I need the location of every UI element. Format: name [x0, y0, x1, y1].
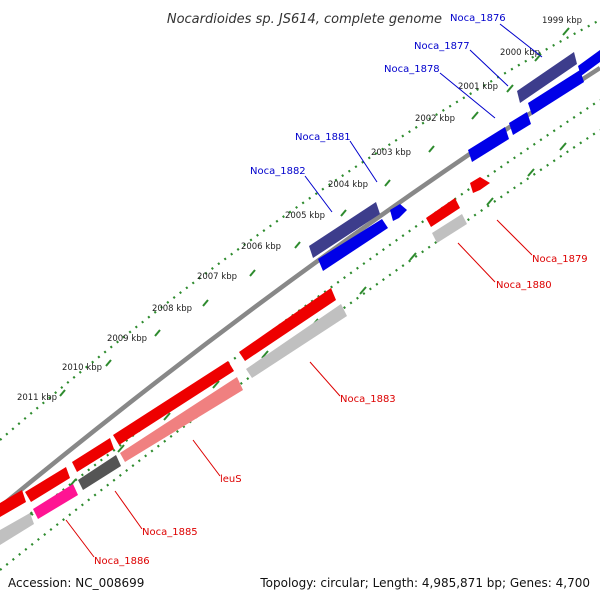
- label-noca-1886[interactable]: Noca_1886: [94, 556, 150, 567]
- label-noca-1877[interactable]: Noca_1877: [414, 41, 470, 52]
- tick-label: 2011 kbp: [17, 393, 57, 403]
- gene-noca-1885[interactable]: [78, 455, 121, 490]
- forward-gene-labels: Noca_1876 Noca_1877 Noca_1878 Noca_1881 …: [250, 13, 506, 177]
- leader-noca-1879: [496, 219, 533, 256]
- gene-noca-1880[interactable]: [426, 198, 460, 227]
- gene-noca-1882-dark[interactable]: [309, 202, 380, 258]
- tick-label: 2008 kbp: [152, 304, 192, 314]
- gene-noca-1882[interactable]: [318, 219, 388, 271]
- label-noca-1882[interactable]: Noca_1882: [250, 166, 306, 177]
- middle-dotted-ring: [0, 99, 600, 541]
- leader-noca-1878: [439, 72, 496, 119]
- tick-label: 2001 kbp: [458, 82, 498, 92]
- gene-noca-1878[interactable]: [509, 112, 531, 135]
- gene-noca-1876[interactable]: [517, 52, 577, 103]
- tick-mark: [409, 252, 417, 261]
- leader-leus: [192, 439, 221, 477]
- gene-noca-1878b[interactable]: [468, 127, 509, 162]
- tick-mark: [69, 478, 77, 487]
- tick-guides: [0, 19, 600, 571]
- tick-mark: [562, 27, 570, 36]
- tick-mark: [294, 241, 301, 249]
- gene-noca-1879[interactable]: [470, 177, 490, 193]
- tick-mark: [340, 209, 347, 217]
- leader-lines: [65, 23, 543, 558]
- label-noca-1880[interactable]: Noca_1880: [496, 280, 552, 291]
- tick-label: 2010 kbp: [62, 363, 102, 373]
- tick-mark: [384, 179, 391, 187]
- tick-mark: [428, 145, 435, 153]
- tick-label: 2005 kbp: [285, 211, 325, 221]
- tick-mark: [261, 350, 269, 359]
- tick-mark: [359, 286, 367, 295]
- tick-label: 2007 kbp: [197, 272, 237, 282]
- tick-mark: [105, 359, 112, 367]
- forward-strand-features: [309, 50, 600, 271]
- gene-noca-1883-gray[interactable]: [246, 304, 347, 378]
- tick-mark: [59, 389, 66, 397]
- label-noca-1876[interactable]: Noca_1876: [450, 13, 506, 24]
- tick-label: 1999 kbp: [542, 16, 582, 26]
- tick-label: 2004 kbp: [328, 180, 368, 190]
- topology-text: Topology: circular; Length: 4,985,871 bp…: [259, 576, 590, 590]
- label-noca-1883[interactable]: Noca_1883: [340, 394, 396, 405]
- tick-mark: [117, 444, 125, 453]
- gene-noca-1880-gray[interactable]: [432, 214, 467, 243]
- tick-mark: [559, 142, 567, 151]
- label-leus[interactable]: leuS: [220, 474, 242, 485]
- leader-noca-1885: [114, 490, 143, 530]
- tick-label: 2009 kbp: [107, 334, 147, 344]
- tick-label: 2006 kbp: [241, 242, 281, 252]
- label-noca-1881[interactable]: Noca_1881: [295, 132, 351, 143]
- reverse-strand-features: [0, 177, 490, 545]
- label-noca-1878[interactable]: Noca_1878: [384, 64, 440, 75]
- accession-text: Accession: NC_008699: [8, 576, 144, 590]
- gene-leus-light[interactable]: [120, 377, 243, 462]
- tick-mark: [163, 412, 171, 421]
- leader-noca-1883: [309, 361, 341, 397]
- reverse-gene-labels: Noca_1879 Noca_1880 Noca_1883 leuS Noca_…: [94, 254, 588, 567]
- tick-mark: [471, 111, 479, 120]
- leader-noca-1881: [349, 140, 378, 183]
- map-title: Nocardioides sp. JS614, complete genome: [167, 12, 442, 27]
- gene-leus[interactable]: [113, 361, 234, 445]
- gene-noca-1881[interactable]: [390, 204, 407, 221]
- tick-mark: [506, 84, 514, 93]
- leader-noca-1882: [304, 175, 333, 213]
- gene-noca-1886[interactable]: [33, 484, 78, 519]
- outer-dotted-ring: [0, 19, 600, 441]
- leader-noca-1880: [457, 242, 496, 283]
- gene-red-b[interactable]: [25, 467, 70, 502]
- inner-dotted-ring: [0, 129, 600, 571]
- gene-noca-1883[interactable]: [239, 288, 336, 361]
- gene-red-c[interactable]: [0, 490, 26, 517]
- label-noca-1879[interactable]: Noca_1879: [532, 254, 588, 265]
- gene-red-a[interactable]: [72, 438, 114, 472]
- label-noca-1885[interactable]: Noca_1885: [142, 527, 198, 538]
- tick-labels: 1999 kbp 2000 kbp 2001 kbp 2002 kbp 2003…: [17, 16, 582, 403]
- tick-label: 2000 kbp: [500, 48, 540, 58]
- tick-mark: [527, 168, 535, 177]
- leader-noca-1876: [499, 23, 543, 58]
- tick-mark: [486, 197, 494, 206]
- leader-noca-1877: [469, 49, 509, 87]
- tick-mark: [202, 299, 209, 307]
- gene-gray-edge[interactable]: [0, 513, 34, 545]
- gene-noca-1876-outer[interactable]: [578, 50, 600, 76]
- tick-label: 2003 kbp: [371, 148, 411, 158]
- tick-mark: [212, 380, 220, 389]
- tick-mark: [154, 329, 161, 337]
- leader-noca-1886: [65, 519, 95, 558]
- tick-mark: [249, 269, 256, 277]
- tick-label: 2002 kbp: [415, 114, 455, 124]
- gene-noca-1877[interactable]: [528, 70, 584, 115]
